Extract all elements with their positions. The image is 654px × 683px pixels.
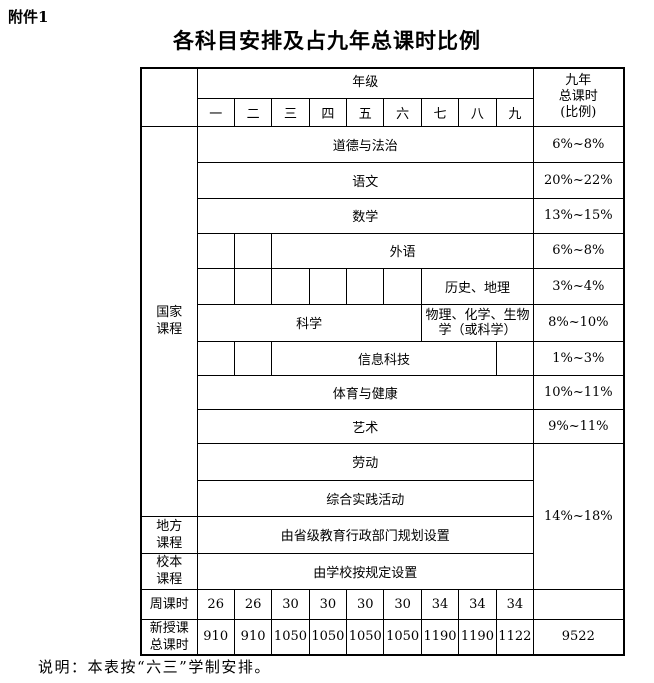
- empty-grade-cell: [196, 267, 235, 305]
- new-course-hours-value-1: 910: [196, 618, 235, 655]
- grade-header-5: 五: [346, 97, 385, 127]
- empty-grade-cell: [308, 267, 348, 305]
- subject-labor-cell: 劳动: [196, 442, 535, 481]
- ratio-arts-cell: 9%~11%: [533, 408, 625, 444]
- empty-grade-cell: [196, 232, 235, 269]
- new-course-hours-value-7: 1190: [420, 618, 460, 655]
- weekly-hours-value-1: 26: [196, 588, 235, 620]
- category-local-cell: 地方 课程: [140, 515, 198, 554]
- ratio-history-geography-cell: 3%~4%: [533, 267, 625, 305]
- new-course-hours-value-8: 1190: [458, 618, 497, 655]
- ratio-foreign-language-cell: 6%~8%: [533, 232, 625, 269]
- subject-info-tech-cell: 信息科技: [271, 340, 497, 376]
- note-text: 说明：本表按“六三”学制安排。: [38, 658, 271, 676]
- subject-practice-cell: 综合实践活动: [196, 479, 535, 517]
- empty-grade-cell: [233, 340, 273, 376]
- grade-header-7: 七: [420, 97, 460, 127]
- ratio-info-tech-cell: 1%~3%: [533, 340, 625, 376]
- weekly-hours-value-7: 34: [420, 588, 460, 620]
- subject-foreign-language-cell: 外语: [271, 232, 535, 269]
- category-national-cell: 国家 课程: [140, 125, 198, 517]
- empty-grade-cell: [271, 267, 310, 305]
- nine-year-total-header-cell: 九年 总课时 (比例): [533, 67, 625, 127]
- new-course-hours-value-4: 1050: [308, 618, 348, 655]
- category-school-cell: 校本 课程: [140, 552, 198, 590]
- weekly-hours-total-cell: [533, 588, 625, 620]
- corner-cell: [140, 67, 198, 127]
- new-course-hours-label-cell: 新授课 总课时: [140, 618, 198, 655]
- subject-moral-law-cell: 道德与法治: [196, 125, 535, 163]
- weekly-hours-value-9: 34: [495, 588, 535, 620]
- school-content-cell: 由学校按规定设置: [196, 552, 535, 590]
- grade-header-1: 一: [196, 97, 235, 127]
- grade-header-2: 二: [233, 97, 273, 127]
- ratio-moral-law-cell: 6%~8%: [533, 125, 625, 163]
- empty-grade-cell: [233, 232, 273, 269]
- ratio-combined-cell: 14%~18%: [533, 442, 625, 590]
- subject-arts-cell: 艺术: [196, 408, 535, 444]
- weekly-hours-value-5: 30: [346, 588, 385, 620]
- weekly-hours-value-4: 30: [308, 588, 348, 620]
- weekly-hours-value-6: 30: [383, 588, 422, 620]
- subject-math-cell: 数学: [196, 197, 535, 234]
- attachment-label: 附件1: [8, 8, 49, 26]
- weekly-hours-value-8: 34: [458, 588, 497, 620]
- subject-pe-health-cell: 体育与健康: [196, 374, 535, 410]
- subject-history-geography-cell: 历史、地理: [420, 267, 535, 305]
- local-content-cell: 由省级教育行政部门规划设置: [196, 515, 535, 554]
- new-course-hours-total-cell: 9522: [533, 618, 625, 655]
- ratio-chinese-cell: 20%~22%: [533, 161, 625, 199]
- empty-grade-cell: [346, 267, 385, 305]
- grade-header-3: 三: [271, 97, 310, 127]
- subject-chinese-cell: 语文: [196, 161, 535, 199]
- empty-grade-cell: [383, 267, 422, 305]
- weekly-hours-value-2: 26: [233, 588, 273, 620]
- new-course-hours-value-5: 1050: [346, 618, 385, 655]
- ratio-math-cell: 13%~15%: [533, 197, 625, 234]
- grade-header-9: 九: [495, 97, 535, 127]
- subject-science-cell: 科学: [196, 303, 422, 342]
- new-course-hours-value-6: 1050: [383, 618, 422, 655]
- empty-grade-cell: [233, 267, 273, 305]
- page-title: 各科目安排及占九年总课时比例: [173, 28, 481, 53]
- new-course-hours-value-9: 1122: [495, 618, 535, 655]
- curriculum-table: 年级 九年 总课时 (比例) 一 二 三 四 五 六 七 八 九 国家 课程 道…: [140, 67, 625, 656]
- empty-grade-cell: [196, 340, 235, 376]
- grade-group-header-cell: 年级: [196, 67, 535, 99]
- ratio-science-cell: 8%~10%: [533, 303, 625, 342]
- weekly-hours-label-cell: 周课时: [140, 588, 198, 620]
- new-course-hours-value-3: 1050: [271, 618, 310, 655]
- subject-physics-chemistry-biology-cell: 物理、化学、生物学（或科学）: [420, 303, 535, 342]
- grade-header-6: 六: [383, 97, 422, 127]
- grade-header-8: 八: [458, 97, 497, 127]
- new-course-hours-value-2: 910: [233, 618, 273, 655]
- weekly-hours-value-3: 30: [271, 588, 310, 620]
- grade-header-4: 四: [308, 97, 348, 127]
- ratio-pe-health-cell: 10%~11%: [533, 374, 625, 410]
- empty-grade-cell: [495, 340, 535, 376]
